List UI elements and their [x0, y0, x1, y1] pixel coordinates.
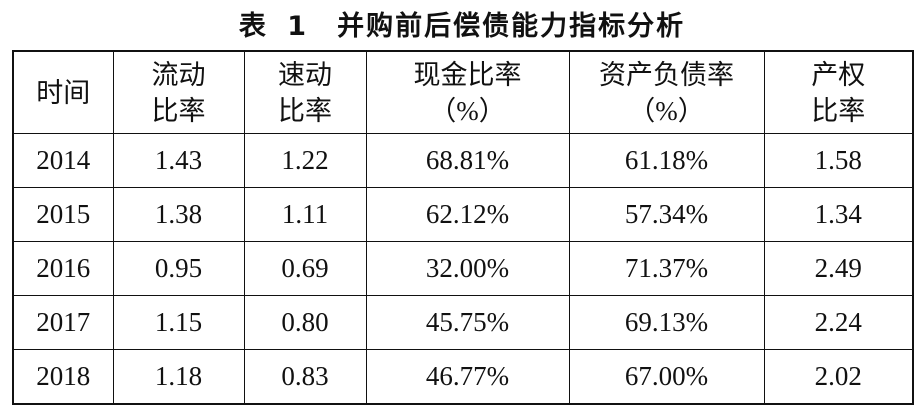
table-row: 2015 1.38 1.11 62.12% 57.34% 1.34	[12, 187, 914, 242]
table-cell: 67.00%	[568, 349, 765, 405]
table-row: 2017 1.15 0.80 45.75% 69.13% 2.24	[12, 295, 914, 350]
header-cell: 时间	[12, 50, 114, 134]
header-line: 产权	[811, 59, 866, 90]
table-cell: 2.24	[763, 295, 914, 350]
header-line: 流动	[151, 59, 206, 90]
table-cell: 46.77%	[365, 349, 570, 405]
table-cell: 2015	[12, 187, 114, 242]
table-cell: 32.00%	[365, 241, 570, 296]
table-title: 表 1 并购前后偿债能力指标分析	[238, 11, 686, 42]
header-line: 比率	[151, 95, 206, 126]
table-row: 2016 0.95 0.69 32.00% 71.37% 2.49	[12, 241, 914, 296]
table-row: 2018 1.18 0.83 46.77% 67.00% 2.02	[12, 349, 914, 405]
header-row: 时间 流动 比率 速动 比率 现金比率 （%） 资产负债率 （%） 产权 比率	[12, 50, 914, 134]
table-cell: 61.18%	[568, 133, 765, 188]
data-table: 时间 流动 比率 速动 比率 现金比率 （%） 资产负债率 （%） 产权 比率 2014 1.43 1.…	[12, 50, 914, 405]
table-cell: 2.49	[763, 241, 914, 296]
table-cell: 1.38	[112, 187, 245, 242]
table-cell: 1.34	[763, 187, 914, 242]
header-line: 速动	[278, 59, 332, 90]
table-cell: 2.02	[763, 349, 914, 405]
table-cell: 2016	[12, 241, 114, 296]
table-cell: 57.34%	[568, 187, 765, 242]
table-cell: 2014	[12, 133, 114, 188]
table-cell: 0.95	[112, 241, 245, 296]
table-cell: 1.22	[243, 133, 367, 188]
header-line: （%）	[429, 95, 506, 126]
table-cell: 1.15	[112, 295, 245, 350]
table-cell: 0.80	[243, 295, 367, 350]
header-line: 比率	[278, 95, 332, 126]
header-cell: 流动 比率	[112, 50, 245, 134]
table-cell: 69.13%	[568, 295, 765, 350]
header-line: 现金比率	[413, 59, 522, 90]
table-row: 2014 1.43 1.22 68.81% 61.18% 1.58	[12, 133, 914, 188]
table-cell: 45.75%	[365, 295, 570, 350]
table-cell: 1.18	[112, 349, 245, 405]
table-cell: 1.43	[112, 133, 245, 188]
header-line: 资产负债率	[599, 59, 734, 90]
header-cell: 速动 比率	[243, 50, 367, 134]
table-cell: 0.69	[243, 241, 367, 296]
header-line: （%）	[628, 95, 705, 126]
table-cell: 2018	[12, 349, 114, 405]
header-cell: 现金比率 （%）	[365, 50, 570, 134]
table-cell: 1.58	[763, 133, 914, 188]
table-cell: 2017	[12, 295, 114, 350]
table-cell: 0.83	[243, 349, 367, 405]
table-cell: 68.81%	[365, 133, 570, 188]
table-cell: 71.37%	[568, 241, 765, 296]
header-cell: 产权 比率	[763, 50, 914, 134]
table-cell: 62.12%	[365, 187, 570, 242]
header-line: 比率	[811, 95, 866, 126]
header-cell: 资产负债率 （%）	[568, 50, 765, 134]
table-cell: 1.11	[243, 187, 367, 242]
header-line: 时间	[36, 77, 91, 108]
